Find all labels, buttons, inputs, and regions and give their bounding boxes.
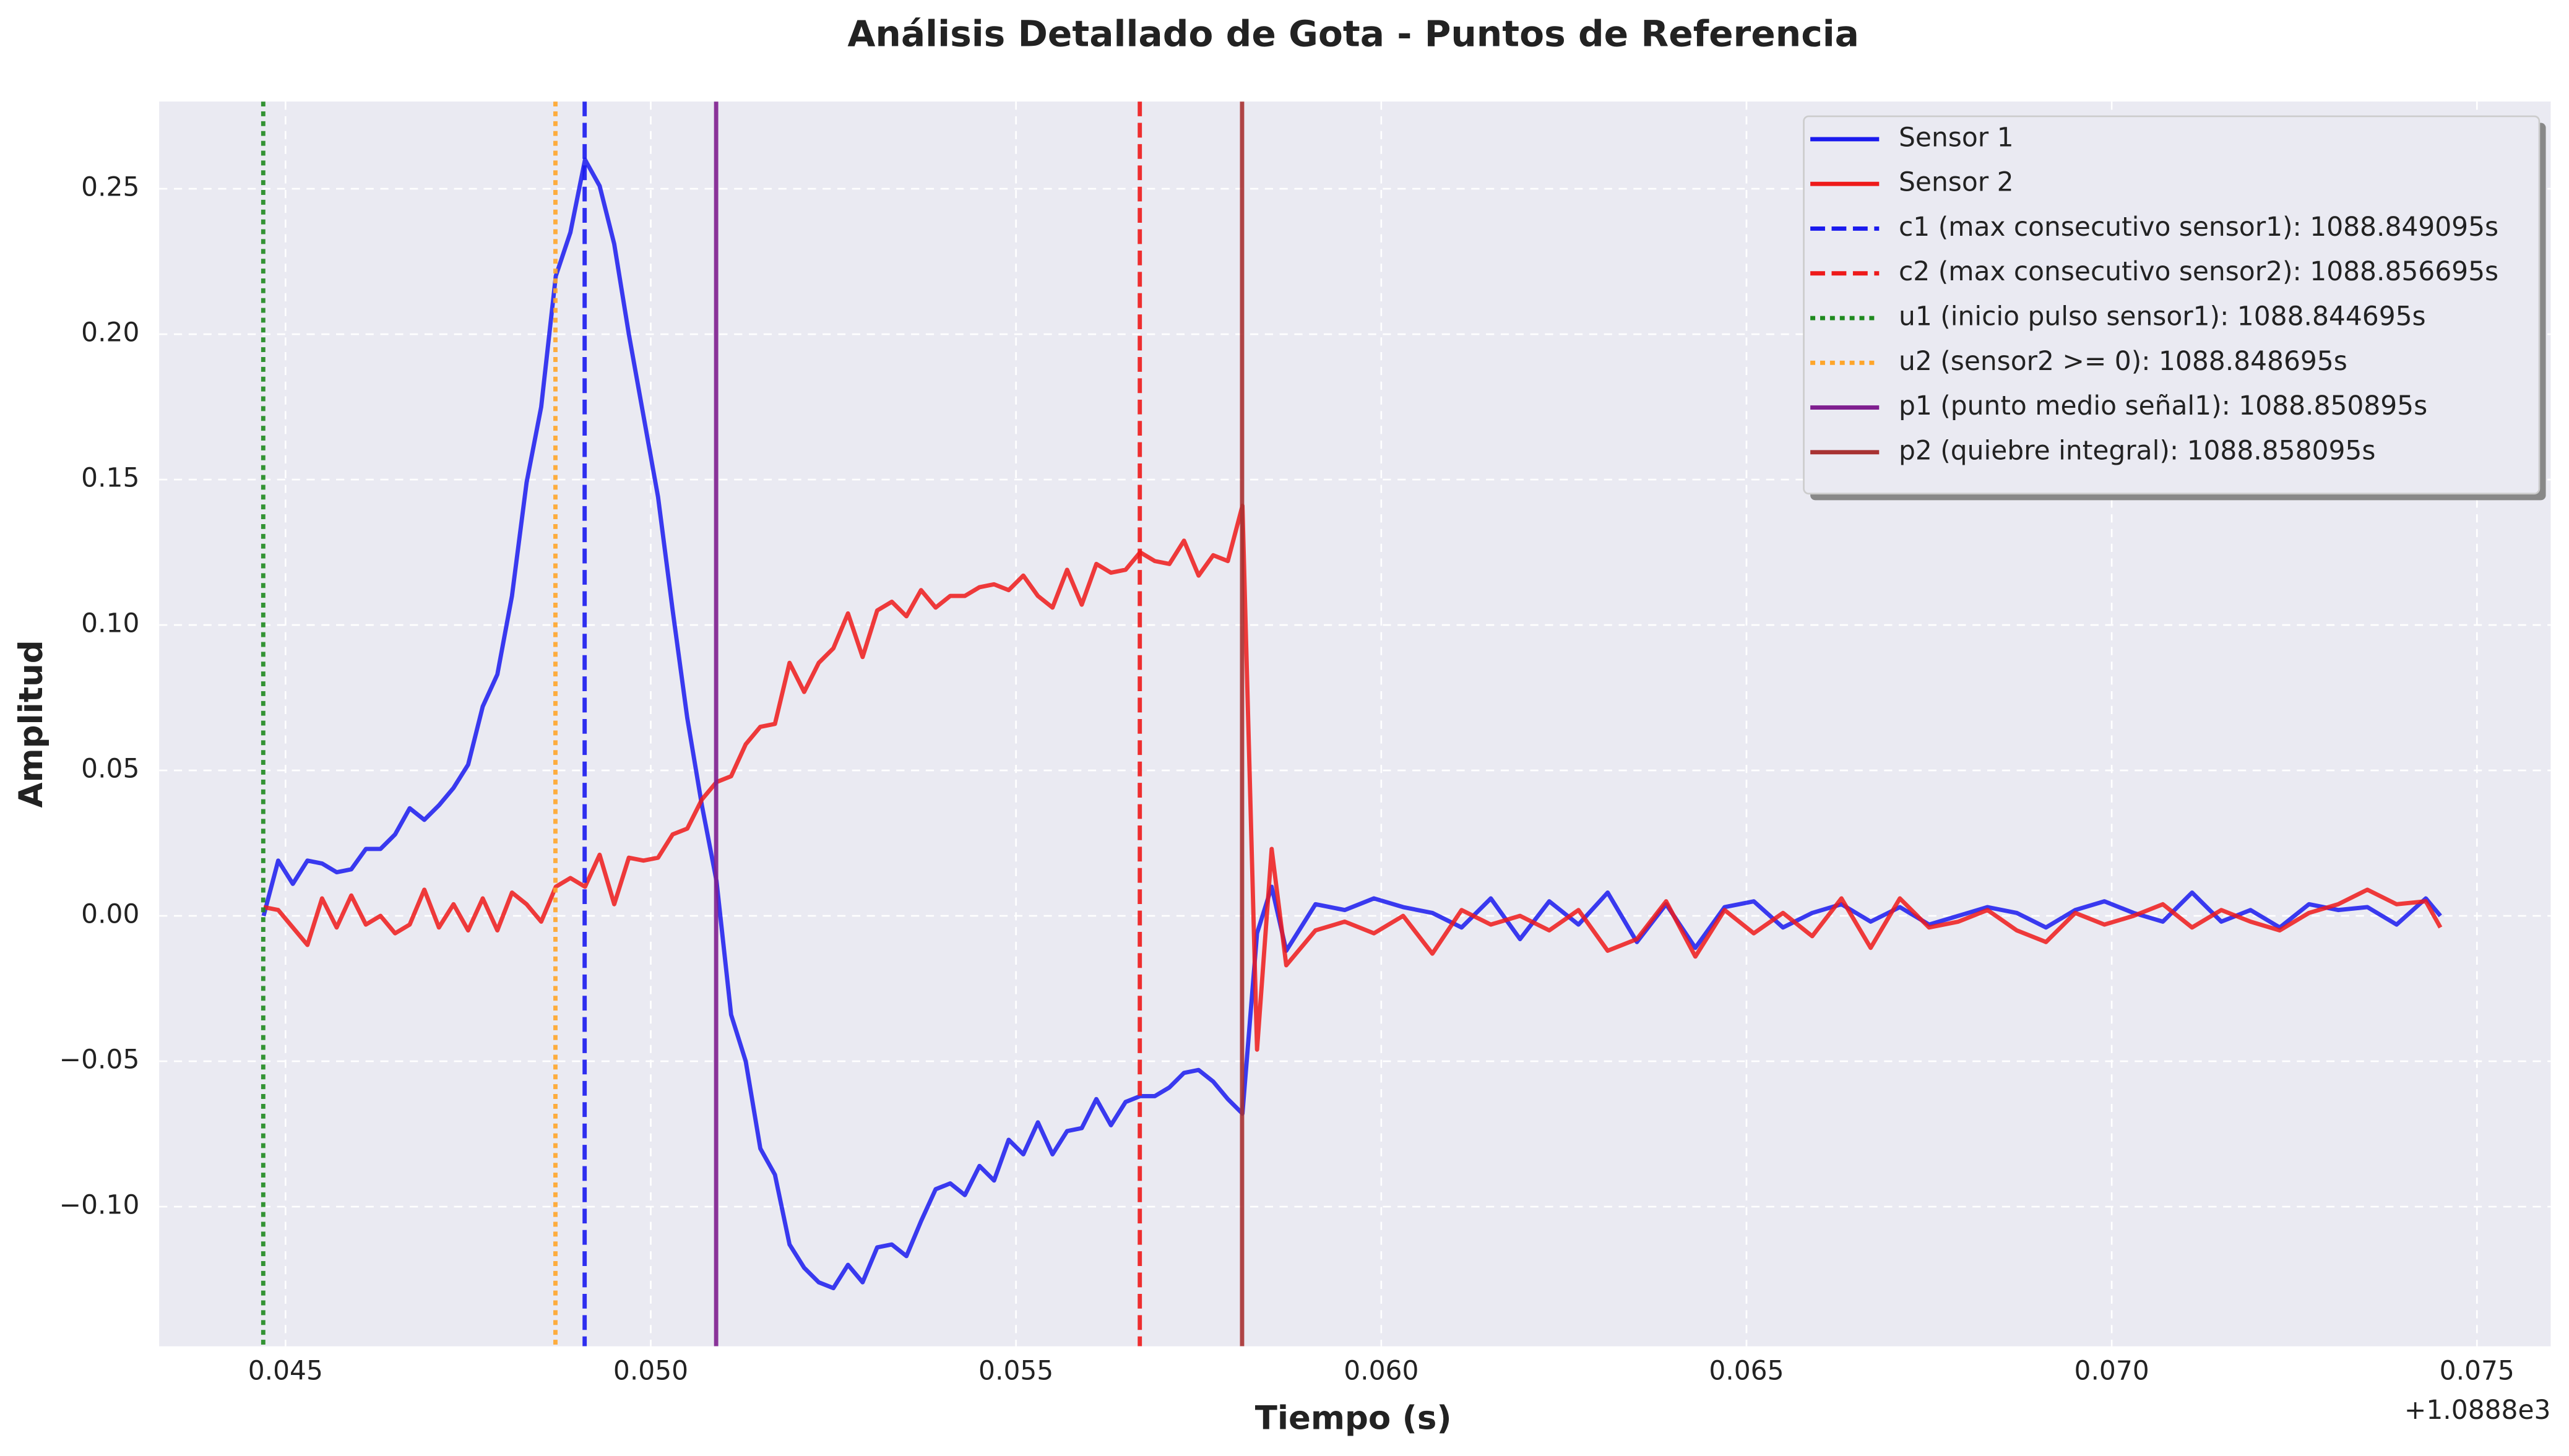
x-tick-label: 0.070 (2075, 1356, 2149, 1386)
legend-label: c1 (max consecutivo sensor1): 1088.84909… (1899, 212, 2498, 242)
legend-label: Sensor 2 (1899, 167, 2013, 197)
y-tick-label: −0.05 (59, 1045, 140, 1075)
grid: 0.045 0.050 0.055 0.060 0.065 0.070 0.075 −0.10… (59, 101, 2551, 1386)
legend-label: c2 (max consecutivo sensor2): 1088.85669… (1899, 256, 2498, 286)
legend-label: p2 (quiebre integral): 1088.858095s (1899, 435, 2375, 465)
y-tick-label: 0.05 (81, 754, 139, 784)
y-tick-label: −0.10 (59, 1190, 140, 1220)
x-tick-label: 0.075 (2440, 1356, 2515, 1386)
series-line (263, 503, 2443, 1052)
legend-label: u1 (inicio pulso sensor1): 1088.844695s (1899, 301, 2426, 332)
x-offset-label: +1.0888e3 (2404, 1395, 2551, 1425)
y-tick-label: 0.10 (81, 608, 139, 639)
legend-label: p1 (punto medio señal1): 1088.850895s (1899, 390, 2427, 421)
y-axis-label: Amplitud (12, 640, 50, 808)
y-tick-label: 0.15 (81, 463, 139, 493)
x-tick-label: 0.045 (248, 1356, 323, 1386)
legend-label: Sensor 1 (1899, 122, 2013, 152)
y-tick-label: 0.25 (81, 172, 139, 202)
marks (261, 101, 2443, 1346)
x-tick-label: 0.055 (978, 1356, 1053, 1386)
x-tick-label: 0.060 (1344, 1356, 1418, 1386)
chart-title: Análisis Detallado de Gota - Puntos de R… (847, 12, 1859, 54)
x-tick-label: 0.050 (613, 1356, 688, 1386)
y-tick-label: 0.00 (81, 899, 139, 929)
x-axis-label: Tiempo (s) (1255, 1399, 1452, 1437)
legend-frame (1803, 115, 2541, 495)
legend: Sensor 1 Sensor 2 c1 (max consecutivo sens… (1803, 115, 2546, 501)
y-tick-label: 0.20 (81, 317, 139, 348)
x-tick-label: 0.065 (1709, 1356, 1784, 1386)
legend-label: u2 (sensor2 >= 0): 1088.848695s (1899, 346, 2347, 376)
